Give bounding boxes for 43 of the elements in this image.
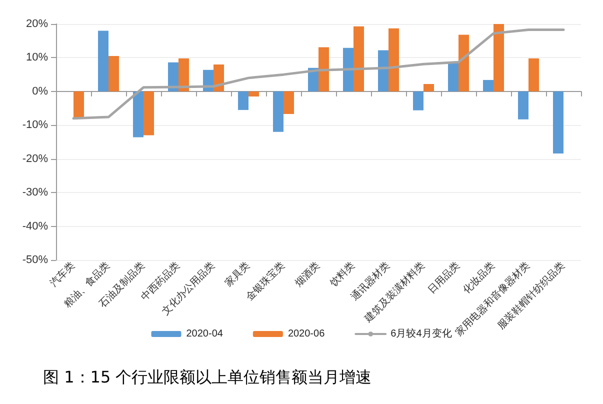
legend-label: 2020-06: [288, 328, 326, 340]
y-tick-label: -40%: [22, 220, 48, 232]
x-tick-label: 饮料类: [326, 259, 358, 290]
bar: [248, 91, 259, 96]
bar: [528, 58, 539, 92]
bar: [178, 58, 189, 92]
bar: [378, 50, 388, 92]
bar: [108, 56, 119, 92]
bar: [494, 24, 504, 92]
bar: [424, 84, 434, 92]
bar: [458, 34, 469, 92]
bar: [448, 62, 458, 92]
bar: [98, 30, 108, 92]
bar: [354, 26, 364, 92]
text: 图 1：15 个行业限额以上单位销售额当月增速: [43, 368, 372, 386]
y-tick-label: 20%: [26, 18, 48, 30]
bar: [518, 91, 528, 120]
y-tick-label: -50%: [22, 254, 48, 266]
bar: [74, 91, 84, 118]
y-tick-label: -20%: [22, 152, 48, 165]
bar: [483, 80, 494, 92]
y-tick-label: -10%: [22, 119, 48, 132]
y-tick-label: -30%: [22, 186, 48, 199]
bar: [133, 91, 144, 138]
y-tick-label: 10%: [26, 52, 48, 64]
x-tick-label: 烟酒类: [292, 259, 322, 290]
y-tick-label: 0%: [32, 85, 48, 98]
bar: [144, 91, 154, 136]
x-tick-label: 日用品类: [426, 259, 462, 296]
bar: [388, 28, 399, 92]
x-tick-label: 家具类: [222, 259, 252, 290]
bar: [168, 62, 178, 92]
bar: [214, 64, 224, 92]
bar: [413, 91, 424, 110]
bar: [238, 91, 248, 110]
bar: [284, 91, 294, 114]
bar: [343, 48, 354, 92]
legend-label: 2020-04: [186, 328, 224, 340]
legend-label: 6月较4月变化: [390, 328, 452, 340]
bar: [318, 47, 329, 92]
bar: [553, 91, 564, 154]
x-tick-label: 汽车类: [48, 259, 78, 290]
bar: [273, 91, 284, 132]
